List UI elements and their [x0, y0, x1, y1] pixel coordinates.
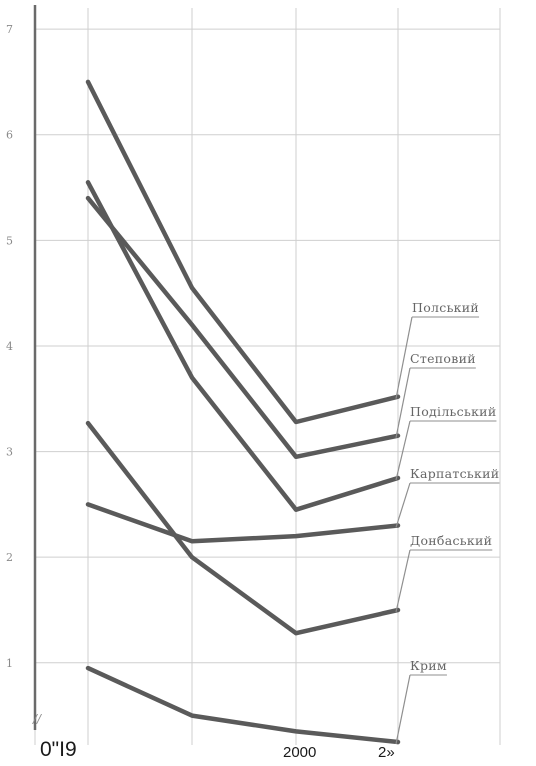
series-line-2 — [85, 180, 401, 512]
y-tick-label-4: 4 — [6, 340, 13, 353]
series-label-1: Полський — [412, 300, 479, 315]
corner-mark: // — [33, 712, 42, 726]
series-label-6: Крим — [410, 658, 447, 673]
series-label-2: Подільський — [410, 404, 496, 419]
series-lines — [85, 79, 401, 745]
series-label-3: Степовий — [410, 351, 476, 366]
x-tick-label-4: 2» — [378, 744, 395, 761]
series-line-6 — [85, 665, 401, 745]
series-leader-4 — [395, 482, 411, 528]
series-label-5: Донбаський — [410, 533, 492, 548]
y-tick-labels: 1 2 3 4 5 6 7 — [6, 23, 13, 670]
series-leader-5 — [395, 549, 411, 613]
series-line-4 — [85, 502, 401, 544]
y-tick-label-6: 6 — [6, 129, 13, 142]
series-leader-2 — [395, 420, 411, 481]
y-tick-label-1: 1 — [6, 657, 13, 670]
y-tick-label-7: 7 — [6, 23, 13, 36]
series-leader-6 — [395, 674, 411, 745]
series-leader-3 — [395, 367, 411, 438]
series-labels: Полський Подільський Степовий Карпатський До… — [395, 300, 500, 745]
y-tick-label-5: 5 — [6, 234, 13, 247]
series-line-3 — [85, 195, 401, 460]
y-tick-label-3: 3 — [6, 446, 13, 459]
x-tick-label-0: 0"I9 — [40, 738, 77, 761]
series-leader-1 — [395, 316, 413, 399]
x-tick-label-3: 2000 — [283, 744, 317, 761]
series-line-1 — [85, 79, 401, 425]
series-label-4: Карпатський — [410, 466, 499, 481]
series-line-5 — [85, 420, 401, 636]
y-tick-label-2: 2 — [6, 551, 13, 564]
